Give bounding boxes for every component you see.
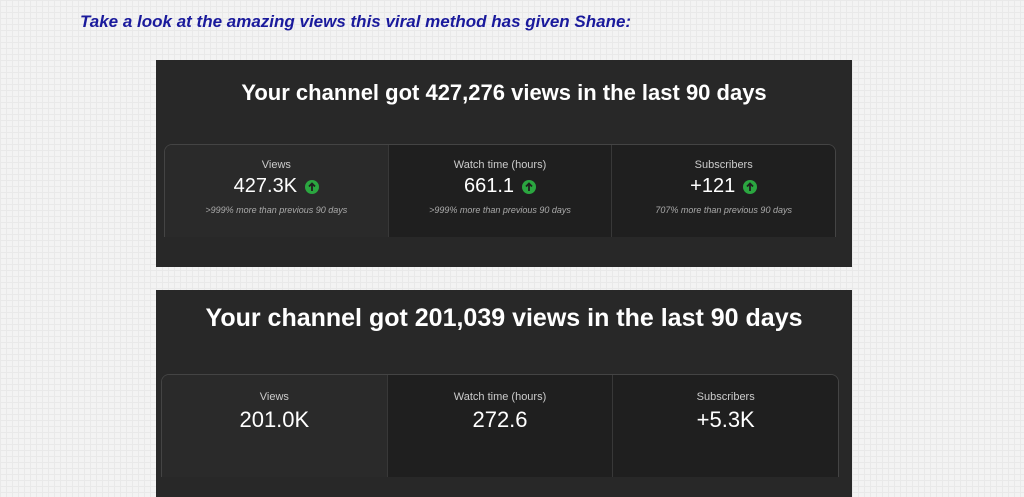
stat-value-row: +121: [612, 175, 835, 198]
up-icon: [522, 179, 537, 194]
stat-value: +121: [690, 175, 736, 197]
stat: Views 201.0K: [162, 375, 387, 477]
stat-note: >999% more than previous 90 days: [205, 205, 348, 215]
stat-value: +5.3K: [696, 407, 755, 432]
stat-value-row: 427.3K: [165, 175, 388, 198]
stats-card: Your channel got 201,039 views in the la…: [156, 290, 852, 497]
card-title: Your channel got 427,276 views in the la…: [241, 80, 767, 105]
up-icon: [305, 179, 320, 194]
stats-card: Your channel got 427,276 views in the la…: [156, 60, 852, 267]
stat-value: 272.6: [472, 407, 528, 432]
stat: Subscribers +5.3K: [612, 375, 838, 477]
stat: Watch time (hours) 661.1 >999% more than p…: [387, 145, 612, 237]
stat: Views 427.3K >999% more than previous 90 d…: [165, 145, 388, 237]
stat-value: 201.0K: [239, 407, 310, 432]
stat-note: 707% more than previous 90 days: [655, 205, 792, 215]
intro: Take a look at the amazing views this vi…: [80, 12, 632, 31]
stat-value-row: 201.0K: [162, 407, 387, 433]
stat-value-row: +5.3K: [613, 407, 838, 433]
stat-value: 427.3K: [233, 175, 298, 197]
up-icon: [743, 179, 758, 194]
card-title: Your channel got 201,039 views in the la…: [205, 304, 803, 332]
stat-value-row: 661.1: [389, 175, 612, 198]
stat-label: Subscribers: [694, 159, 753, 171]
stat-label: Views: [259, 391, 289, 403]
stats-panel: Views 427.3K >999% more than previous 90 d…: [164, 144, 836, 237]
stat-value: 661.1: [463, 175, 515, 197]
stat-label: Watch time (hours): [453, 391, 547, 403]
stat-label: Views: [261, 159, 291, 171]
stat-note: >999% more than previous 90 days: [429, 205, 571, 215]
stat-value-row: 272.6: [388, 407, 613, 433]
stat-label: Subscribers: [696, 391, 755, 403]
stats-panel: Views 201.0K Watch time (hours) 272.6 Subscr…: [161, 374, 839, 477]
stat: Watch time (hours) 272.6: [386, 375, 613, 477]
stat: Subscribers +121 707% more than previous 9…: [611, 145, 835, 237]
stat-label: Watch time (hours): [453, 159, 547, 171]
